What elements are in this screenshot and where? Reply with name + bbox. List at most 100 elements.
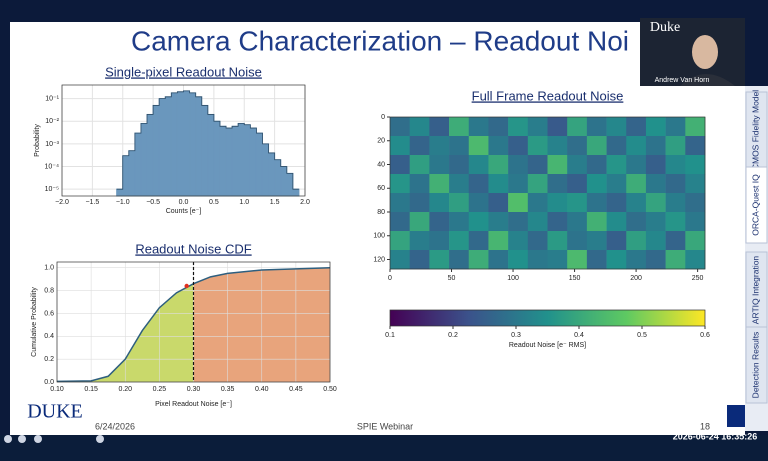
bar — [128, 150, 136, 197]
heatmap-cell — [390, 231, 410, 251]
heatmap-cell — [665, 250, 686, 270]
bar — [237, 122, 245, 197]
heatmap-cell — [586, 212, 607, 232]
heatmap-cell — [645, 117, 666, 137]
y-tick-label: 10⁻² — [45, 118, 59, 125]
heatmap-cell — [449, 117, 470, 137]
heatmap-cell — [685, 212, 706, 232]
speaker-face — [692, 35, 718, 69]
colorbar-tick-label: 0.4 — [574, 332, 584, 339]
heatmap-cell — [488, 117, 509, 137]
bar — [255, 132, 263, 197]
chart-title: Full Frame Readout Noise — [472, 88, 624, 103]
heatmap-cell — [606, 117, 627, 137]
heatmap-cell — [468, 174, 489, 194]
corner-logo — [727, 405, 745, 427]
heatmap-cell — [547, 136, 568, 156]
heatmap-cell — [665, 117, 686, 137]
heatmap-cell — [645, 212, 666, 232]
cdf-line — [56, 266, 331, 383]
x-tick-label: 200 — [630, 275, 642, 282]
heatmap-cell — [429, 117, 450, 137]
bar — [140, 122, 148, 197]
heatmap-cell — [626, 117, 647, 137]
tab[interactable] — [745, 326, 768, 404]
heatmap-cell — [390, 117, 410, 137]
heatmap-cell — [626, 231, 647, 251]
x-tick-label: 1.0 — [239, 199, 249, 206]
heatmap-cell — [665, 155, 686, 175]
bar — [261, 143, 270, 197]
x-tick-label: 0 — [388, 275, 392, 282]
heatmap-cell — [586, 136, 607, 156]
heatmap-cell — [390, 174, 410, 194]
plot-frame — [61, 84, 306, 197]
bar — [176, 91, 185, 197]
heatmap-cell — [586, 174, 607, 194]
x-tick-label: 1.5 — [270, 199, 280, 206]
x-tick-label: −1.0 — [116, 199, 130, 206]
heatmap-cell — [508, 136, 529, 156]
x-tick-label: 0.35 — [221, 386, 235, 393]
heatmap-cell — [390, 193, 410, 213]
heatmap-cell — [547, 174, 568, 194]
bar — [183, 90, 191, 197]
y-tick-label: 100 — [373, 233, 385, 240]
heatmap-cell — [547, 193, 568, 213]
heatmap-cell — [449, 250, 470, 270]
x-tick-label: −1.5 — [85, 199, 99, 206]
plot-frame — [56, 261, 331, 383]
x-tick-label: 50 — [448, 275, 456, 282]
heatmap-cell — [468, 155, 489, 175]
bar — [164, 96, 172, 197]
tab[interactable] — [745, 166, 768, 244]
speaker-suit — [680, 74, 735, 86]
x-axis-label: Counts [e⁻] — [166, 208, 202, 215]
heatmap-cell — [527, 136, 548, 156]
bar — [122, 155, 130, 197]
heatmap-cell — [527, 231, 548, 251]
heatmap-cell — [685, 231, 706, 251]
bar — [134, 132, 142, 197]
chart-title: Single-pixel Readout Noise — [105, 64, 262, 79]
bar — [213, 120, 221, 197]
heatmap-cell — [488, 155, 509, 175]
heatmap-cell — [626, 174, 647, 194]
heatmap-cell — [468, 136, 489, 156]
bar — [225, 127, 233, 197]
control-button[interactable] — [4, 435, 12, 443]
heatmap-cell — [665, 174, 686, 194]
control-button[interactable] — [96, 435, 104, 443]
heatmap-cell — [429, 155, 450, 175]
bar — [201, 104, 209, 197]
bar — [189, 92, 197, 197]
heatmap-cell — [645, 193, 666, 213]
y-tick-label: 40 — [377, 161, 385, 168]
heatmap-cell — [508, 155, 529, 175]
colorbar-tick-label: 0.3 — [511, 332, 521, 339]
y-tick-label: 1.0 — [44, 265, 54, 272]
control-button[interactable] — [18, 435, 26, 443]
heatmap-cell — [390, 155, 410, 175]
heatmap-cell — [606, 231, 627, 251]
bar — [195, 96, 203, 197]
slide-event: SPIE Webinar — [357, 421, 413, 431]
heatmap-cell — [665, 231, 686, 251]
heatmap-cell — [488, 193, 509, 213]
heatmap-cell — [468, 117, 489, 137]
x-axis-label: Pixel Readout Noise [e⁻] — [155, 401, 232, 408]
control-button[interactable] — [34, 435, 42, 443]
x-tick-label: 0.40 — [255, 386, 269, 393]
heatmap-cell — [468, 250, 489, 270]
heatmap-cell — [567, 212, 588, 232]
heatmap-cell — [429, 212, 450, 232]
toolbar — [0, 435, 768, 461]
heatmap-cell — [606, 136, 627, 156]
x-tick-label: 0.30 — [187, 386, 201, 393]
bar — [219, 125, 227, 197]
heatmap-cell — [429, 136, 450, 156]
x-tick-label: 250 — [692, 275, 704, 282]
marker-point — [184, 283, 189, 289]
